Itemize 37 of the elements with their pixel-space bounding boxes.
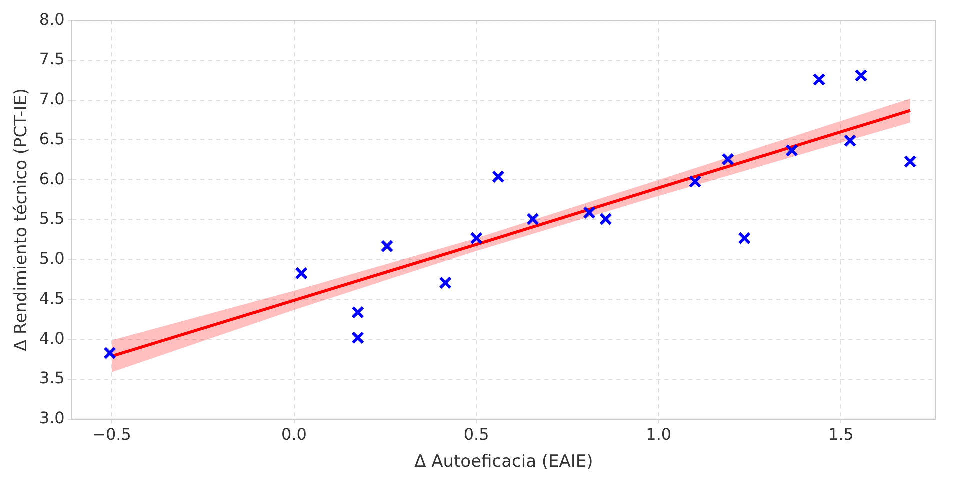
x-tick-label: −0.5 (92, 425, 132, 444)
x-tick-label: 1.5 (828, 425, 854, 444)
point (352, 332, 365, 344)
y-tick-label: 4.0 (39, 328, 65, 348)
y-tick-label: 5.0 (39, 249, 65, 268)
x-tick-label: 0.5 (464, 425, 490, 444)
x-axis-title: Δ Autoeficacia (EAIE) (414, 452, 594, 472)
point (104, 346, 117, 360)
point (600, 212, 612, 226)
point (380, 240, 394, 253)
point (812, 73, 826, 86)
point (738, 232, 752, 245)
y-tick-label: 6.5 (39, 129, 65, 148)
x-tick-label: 0.0 (282, 425, 307, 444)
y-tick-label: 3.5 (39, 368, 65, 388)
y-tick-label: 4.5 (39, 288, 65, 308)
y-tick-label: 6.0 (39, 169, 65, 188)
y-tick-label: 5.5 (39, 209, 65, 228)
point (526, 212, 540, 226)
point (904, 155, 917, 168)
x-tick-label: 1.0 (646, 425, 672, 444)
point (854, 69, 868, 82)
point (786, 144, 798, 158)
point (295, 266, 308, 280)
point (470, 232, 484, 245)
y-tick-label: 7.5 (39, 50, 65, 69)
point (352, 306, 365, 319)
point (844, 134, 857, 148)
y-axis-title: Δ Rendimiento técnico (PCT-IE) (12, 88, 32, 352)
point (439, 276, 452, 290)
point (688, 175, 702, 188)
point (583, 206, 596, 220)
y-tick-label: 7.0 (39, 90, 65, 109)
point (492, 170, 505, 184)
y-tick-label: 8.0 (39, 10, 65, 29)
y-tick-label: 3.0 (39, 408, 65, 428)
point (722, 152, 735, 166)
